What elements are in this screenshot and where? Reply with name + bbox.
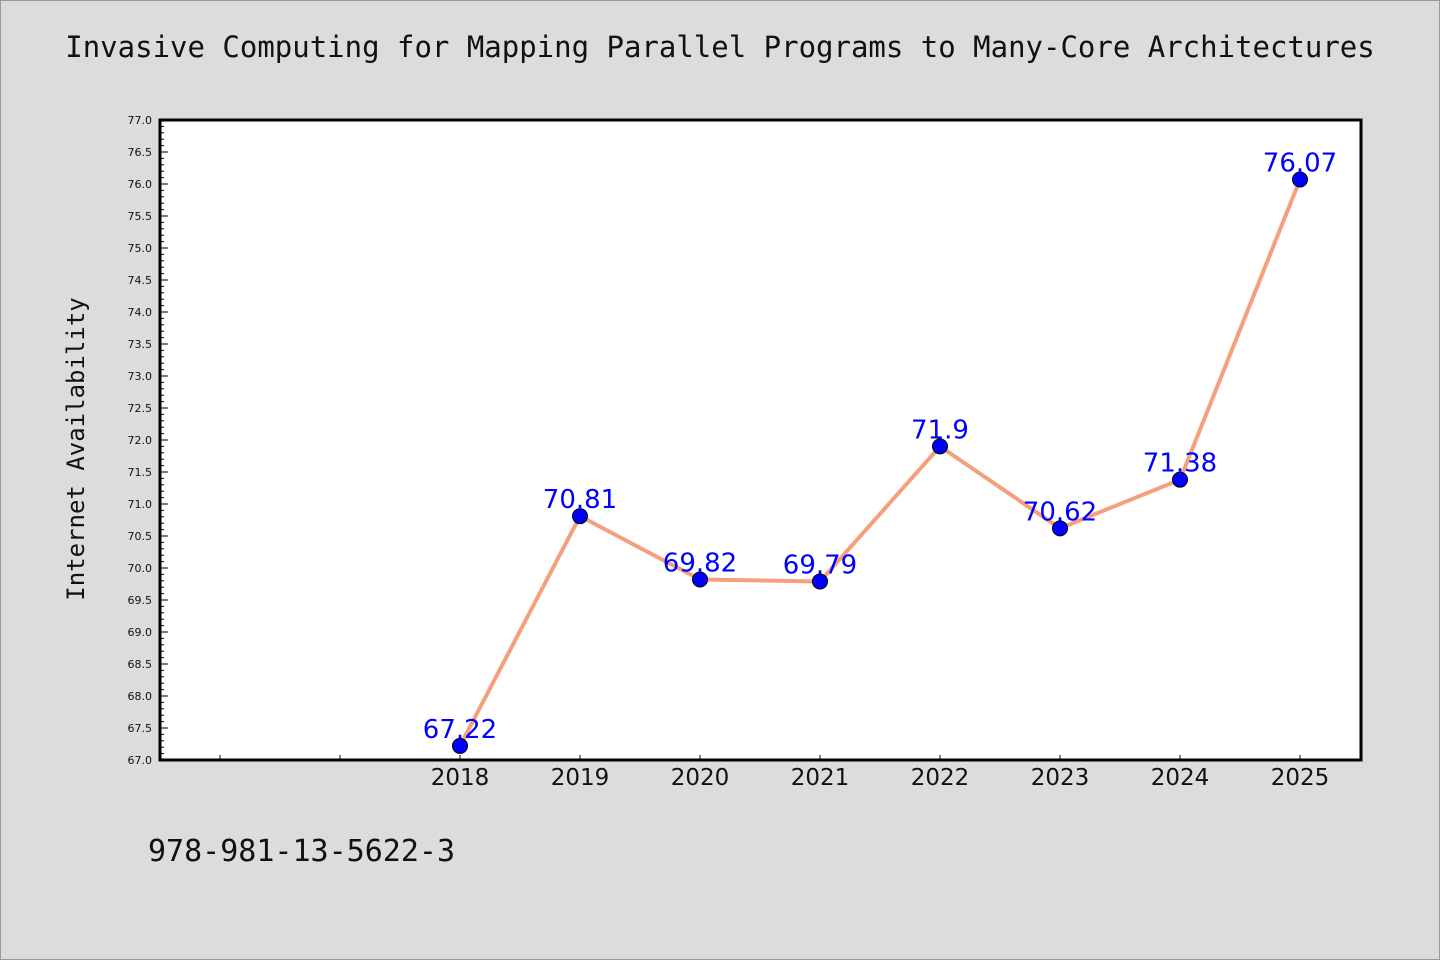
data-point	[692, 571, 708, 588]
x-axis: 2018 2019 2020 2021 2022 2023 2024 2025	[219, 755, 1330, 791]
y-tick-label: 75.5	[128, 210, 153, 223]
y-tick-label: 76.5	[128, 146, 153, 159]
y-tick-label: 73.0	[128, 370, 153, 383]
data-label: 76.07	[1263, 149, 1337, 179]
data-label: 69.79	[783, 550, 857, 580]
data-label: 70.62	[1023, 497, 1097, 527]
x-tick-label: 2022	[911, 765, 970, 791]
data-point	[1052, 520, 1068, 537]
y-tick-label: 67.5	[128, 722, 153, 735]
y-tick-label: 69.0	[128, 626, 153, 639]
series-layer: 67.22 70.81 69.82 69.79 71.9 70.62 71.38 76.07	[423, 149, 1337, 754]
y-tick-label: 75.0	[128, 242, 153, 255]
x-tick-label: 2025	[1271, 765, 1330, 791]
y-tick-label: 68.0	[128, 690, 153, 703]
data-label: 69.82	[663, 549, 737, 579]
y-tick-label: 73.5	[128, 338, 153, 351]
x-tick-label: 2018	[431, 765, 490, 791]
data-label: 71.38	[1143, 449, 1217, 479]
data-point	[572, 508, 588, 525]
data-label: 67.22	[423, 715, 497, 745]
y-tick-label: 74.0	[128, 306, 153, 319]
data-label: 70.81	[543, 485, 617, 515]
y-tick-label: 68.5	[128, 658, 153, 671]
y-tick-label: 71.5	[128, 466, 153, 479]
isbn-note: 978-981-13-5622-3	[148, 834, 456, 869]
y-tick-label: 72.5	[128, 402, 153, 415]
series-line	[458, 178, 1302, 747]
y-tick-label: 69.5	[128, 594, 153, 607]
x-tick-label: 2020	[671, 765, 730, 791]
data-point	[1292, 171, 1308, 188]
plot-area	[158, 118, 1363, 762]
x-tick-label: 2024	[1151, 765, 1210, 791]
y-tick-label: 74.5	[128, 274, 153, 287]
data-label: 71.9	[911, 415, 969, 445]
x-tick-label: 2023	[1031, 765, 1090, 791]
y-tick-label: 67.0	[128, 754, 153, 767]
data-point	[452, 737, 468, 754]
y-axis-label: Internet Availability	[62, 297, 90, 600]
data-point	[1172, 471, 1188, 488]
y-tick-label: 70.0	[128, 562, 153, 575]
y-axis: 67.0 67.5 68.0 68.5 69.0 69.5 70.0 70.5 71.0 71.5…	[128, 114, 168, 767]
y-tick-label: 70.5	[128, 530, 153, 543]
y-tick-label: 76.0	[128, 178, 153, 191]
x-tick-label: 2019	[551, 765, 610, 791]
data-point	[932, 438, 948, 455]
x-tick-label: 2021	[791, 765, 850, 791]
chart-title: Invasive Computing for Mapping Parallel …	[65, 30, 1375, 64]
data-point	[812, 573, 828, 590]
y-tick-label: 77.0	[128, 114, 153, 127]
y-tick-label: 71.0	[128, 498, 153, 511]
y-tick-label: 72.0	[128, 434, 153, 447]
